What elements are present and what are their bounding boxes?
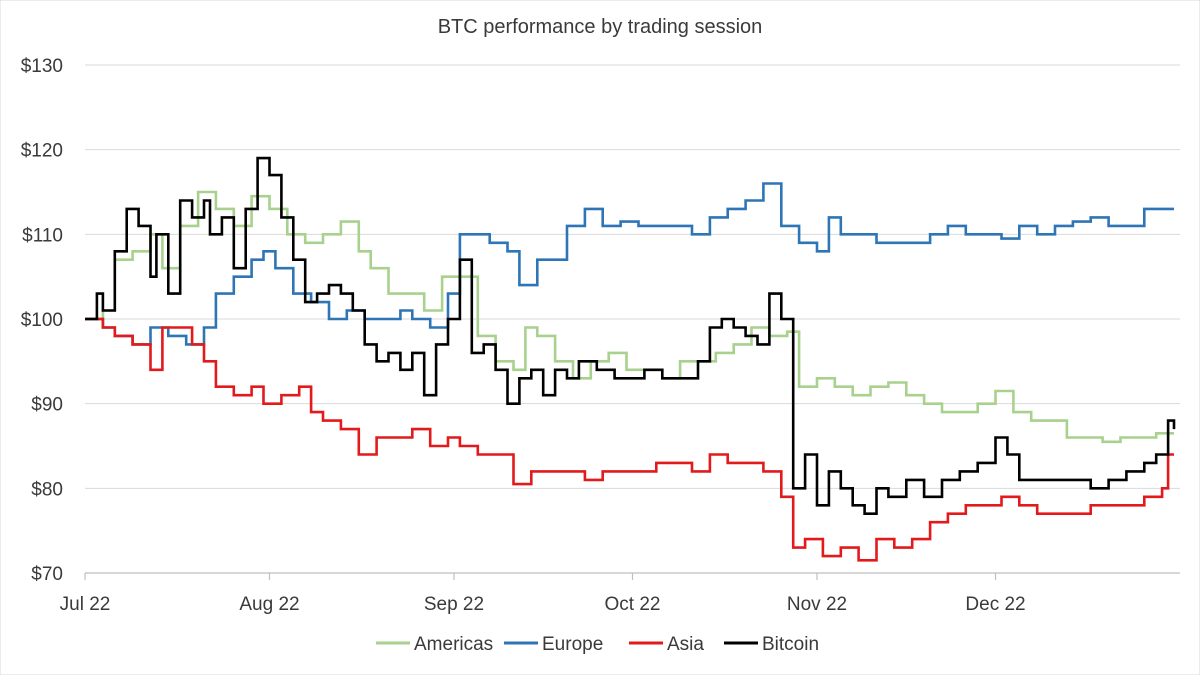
series-line-europe (85, 182, 1174, 346)
chart-title: BTC performance by trading session (438, 16, 763, 38)
x-tick-label: Jul 22 (60, 594, 111, 615)
series-lines (85, 156, 1176, 562)
y-tick-label: $70 (31, 564, 63, 585)
legend-label: Asia (667, 634, 704, 655)
legend-label: Europe (542, 634, 603, 655)
x-tick-label: Nov 22 (787, 594, 847, 615)
y-tick-label: $130 (21, 56, 63, 77)
series-line-asia (85, 317, 1174, 562)
series-line-bitcoin (85, 156, 1176, 515)
y-tick-label: $120 (21, 141, 63, 162)
x-tick-label: Sep 22 (424, 594, 484, 615)
legend-label: Americas (414, 634, 493, 655)
x-axis-tick-labels: Jul 22 Aug 22 Sep 22 Oct 22 Nov 22 Dec 22 (60, 594, 1026, 615)
y-tick-label: $100 (21, 310, 63, 331)
y-tick-label: $110 (22, 225, 63, 246)
y-tick-label: $90 (31, 395, 63, 416)
legend-label: Bitcoin (762, 634, 819, 655)
x-tick-label: Oct 22 (605, 594, 661, 615)
y-tick-label: $80 (31, 479, 63, 500)
series-line-americas (85, 190, 1174, 444)
x-tick-label: Aug 22 (239, 594, 299, 615)
y-axis-tick-labels: $70 $80 $90 $100 $110 $120 $130 (21, 56, 63, 585)
x-axis (84, 572, 1180, 580)
x-tick-label: Dec 22 (965, 594, 1025, 615)
legend: Americas Europe Asia Bitcoin (376, 634, 819, 655)
